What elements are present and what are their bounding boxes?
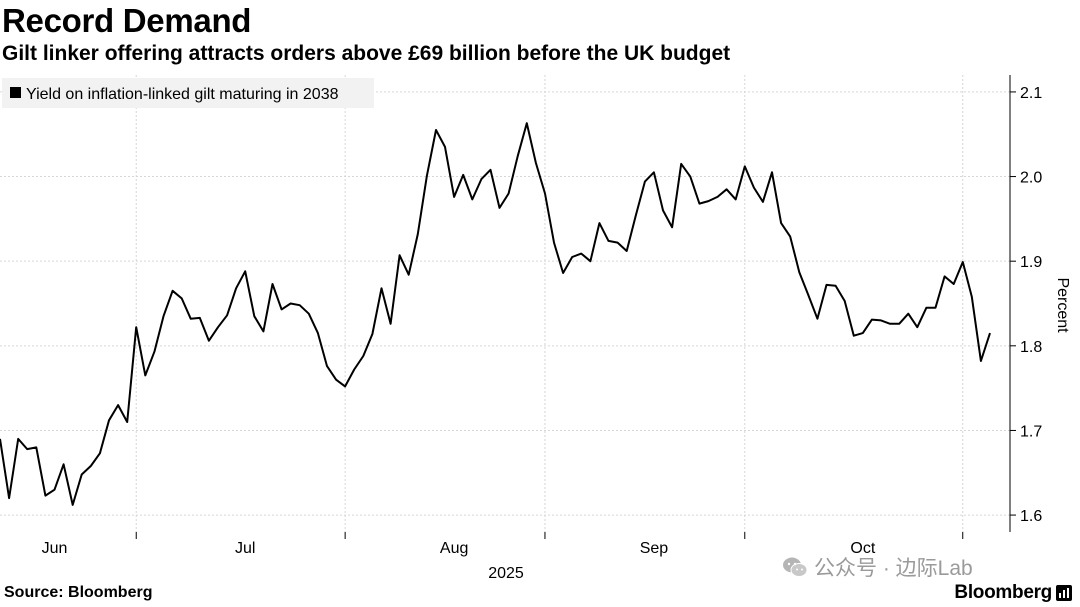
chart-title: Record Demand bbox=[2, 2, 252, 39]
y-tick-label: 1.8 bbox=[1020, 339, 1042, 356]
y-tick-label: 2.0 bbox=[1020, 170, 1042, 187]
chart-subtitle: Gilt linker offering attracts orders abo… bbox=[2, 42, 731, 65]
y-axis-ticks: 1.6 1.7 1.8 1.9 2.0 2.1 bbox=[1010, 85, 1042, 525]
watermark: 公众号 · 边际Lab bbox=[782, 552, 973, 582]
wechat-icon bbox=[783, 557, 808, 577]
y-tick-label: 1.7 bbox=[1020, 423, 1042, 440]
series-layer bbox=[0, 122, 991, 506]
brand-name: Bloomberg bbox=[954, 582, 1052, 603]
x-tick-label: Jun bbox=[42, 540, 68, 557]
legend-background bbox=[2, 78, 374, 108]
bar-chart-icon bbox=[1056, 585, 1072, 601]
y-tick-label: 1.9 bbox=[1020, 254, 1042, 271]
source-note: Source: Bloomberg bbox=[4, 584, 153, 601]
gridlines bbox=[0, 75, 1010, 532]
y-axis-label: Percent bbox=[1054, 277, 1071, 333]
legend: Yield on inflation-linked gilt maturing … bbox=[2, 78, 374, 108]
series-line bbox=[0, 122, 991, 506]
x-tick-label: Sep bbox=[640, 540, 669, 557]
x-tick-label: Oct bbox=[850, 540, 875, 557]
watermark-text: 公众号 · 边际Lab bbox=[814, 557, 973, 580]
x-axis-ticks: Jun Jul Aug Sep Oct bbox=[42, 532, 964, 557]
brand-logo: Bloomberg bbox=[954, 582, 1072, 604]
legend-label: Yield on inflation-linked gilt maturing … bbox=[26, 86, 339, 103]
y-tick-label: 1.6 bbox=[1020, 508, 1042, 525]
x-tick-label: Jul bbox=[235, 540, 255, 557]
x-tick-label: Aug bbox=[440, 540, 468, 557]
legend-swatch bbox=[10, 87, 21, 98]
y-tick-label: 2.1 bbox=[1020, 85, 1042, 102]
x-axis-year-label: 2025 bbox=[488, 565, 524, 582]
